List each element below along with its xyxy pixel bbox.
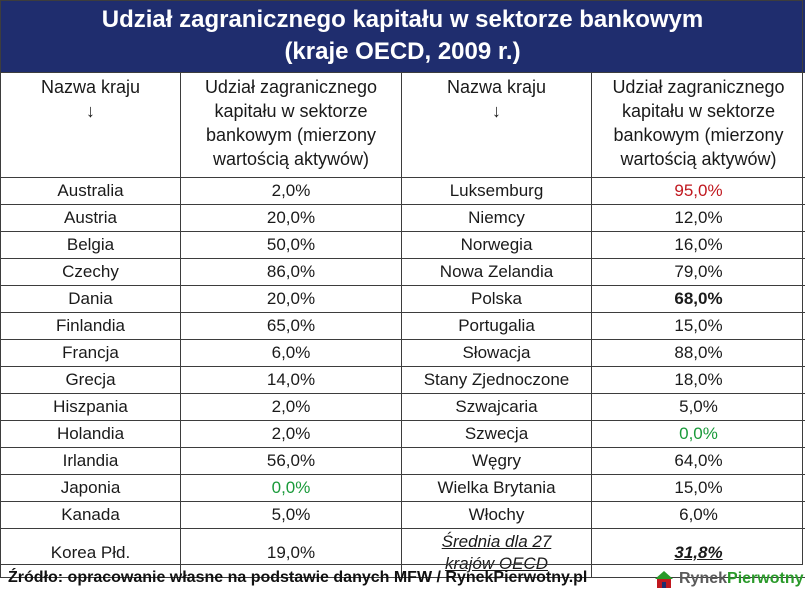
value-cell: 14,0% [180, 366, 402, 394]
table-frame [0, 0, 803, 565]
country-cell: Wielka Brytania [401, 474, 592, 502]
table-row: Hiszpania 2,0% Szwajcaria 5,0% [0, 393, 805, 421]
country-cell: Irlandia [0, 447, 181, 475]
value-cell: 88,0% [591, 339, 805, 367]
title-line-1: Udział zagranicznego kapitału w sektorze… [101, 6, 704, 33]
table-row: Belgia 50,0% Norwegia 16,0% [0, 231, 805, 259]
value-cell: 15,0% [591, 312, 805, 340]
value-cell: 0,0% [591, 420, 805, 448]
country-cell: Szwajcaria [401, 393, 592, 421]
value-cell: 6,0% [180, 339, 402, 367]
chart-title: Udział zagranicznego kapitału w sektorze… [0, 0, 805, 72]
table-row: Korea Płd. 19,0% Średnia dla 27 krajów OECD… [0, 528, 805, 578]
country-cell: Słowacja [401, 339, 592, 367]
average-value: 31,8% [674, 543, 723, 562]
house-logo-icon [655, 571, 673, 588]
header-share-left: Udział zagranicznego kapitału w sektorze… [180, 72, 402, 178]
value-cell: 16,0% [591, 231, 805, 259]
country-cell: Luksemburg [401, 177, 592, 205]
table-row: Finlandia 65,0% Portugalia 15,0% [0, 312, 805, 340]
country-cell: Grecja [0, 366, 181, 394]
value-cell: 15,0% [591, 474, 805, 502]
value-cell: 95,0% [591, 177, 805, 205]
value-cell: 65,0% [180, 312, 402, 340]
table-row: Francja 6,0% Słowacja 88,0% [0, 339, 805, 367]
average-value-cell: 31,8% [591, 528, 805, 578]
table-row: Irlandia 56,0% Węgry 64,0% [0, 447, 805, 475]
country-cell: Belgia [0, 231, 181, 259]
value-cell: 20,0% [180, 285, 402, 313]
value-cell: 64,0% [591, 447, 805, 475]
country-cell: Hiszpania [0, 393, 181, 421]
header-country-left: Nazwa kraju ↓ [0, 72, 181, 178]
value-cell: 50,0% [180, 231, 402, 259]
header-country-right: Nazwa kraju ↓ [401, 72, 592, 178]
header-row: Nazwa kraju ↓ Udział zagranicznego kapit… [0, 72, 805, 178]
value-cell: 0,0% [180, 474, 402, 502]
header-share-right: Udział zagranicznego kapitału w sektorze… [591, 72, 805, 178]
country-cell: Austria [0, 204, 181, 232]
average-label-cell: Średnia dla 27 krajów OECD [401, 528, 592, 578]
country-cell: Włochy [401, 501, 592, 529]
table-row: Kanada 5,0% Włochy 6,0% [0, 501, 805, 529]
value-cell: 18,0% [591, 366, 805, 394]
table-row: Japonia 0,0% Wielka Brytania 15,0% [0, 474, 805, 502]
value-cell: 6,0% [591, 501, 805, 529]
table-row: Czechy 86,0% Nowa Zelandia 79,0% [0, 258, 805, 286]
value-cell: 2,0% [180, 393, 402, 421]
average-label-line-1: Średnia dla 27 [441, 532, 552, 551]
arrow-down-icon: ↓ [86, 101, 95, 121]
value-cell: 19,0% [180, 528, 402, 578]
source-note: Źródło: opracowanie własne na podstawie … [8, 569, 588, 586]
title-line-2: (kraje OECD, 2009 r.) [284, 38, 521, 65]
country-cell: Czechy [0, 258, 181, 286]
logo-text: RynekPierwotny [679, 570, 804, 587]
table-row: Dania 20,0% Polska 68,0% [0, 285, 805, 313]
country-cell: Niemcy [401, 204, 592, 232]
value-cell: 2,0% [180, 420, 402, 448]
country-cell: Japonia [0, 474, 181, 502]
logo: RynekPierwotny [653, 567, 804, 591]
data-table: Nazwa kraju ↓ Udział zagranicznego kapit… [0, 72, 805, 578]
country-cell: Nowa Zelandia [401, 258, 592, 286]
arrow-down-icon: ↓ [492, 101, 501, 121]
country-cell: Australia [0, 177, 181, 205]
value-cell: 5,0% [591, 393, 805, 421]
average-label-line-2: krajów OECD [445, 554, 548, 573]
country-cell: Francja [0, 339, 181, 367]
country-cell: Korea Płd. [0, 528, 181, 578]
table-row: Holandia 2,0% Szwecja 0,0% [0, 420, 805, 448]
value-cell: 5,0% [180, 501, 402, 529]
